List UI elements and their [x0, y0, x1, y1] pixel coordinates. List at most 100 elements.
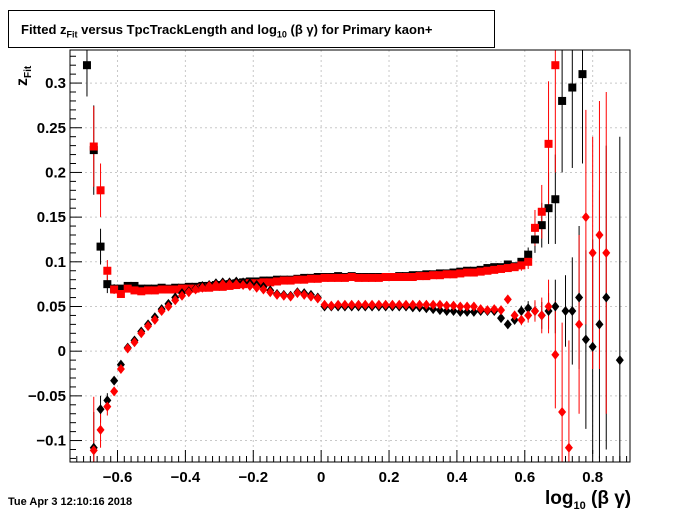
diamond-marker [429, 299, 438, 310]
diamond-marker [602, 292, 611, 303]
timestamp: Tue Apr 3 12:10:16 2018 [8, 496, 133, 508]
diamond-marker [191, 284, 200, 295]
square-marker [334, 273, 343, 282]
diamond-marker [313, 293, 322, 304]
square-marker [510, 263, 519, 272]
diamond-marker [435, 299, 444, 310]
square-marker [429, 271, 438, 280]
diamond-marker [110, 386, 119, 397]
diamond-marker [442, 305, 451, 316]
square-marker [544, 139, 553, 148]
diamond-marker [144, 321, 153, 332]
y-label-sub: Fit [23, 65, 35, 78]
diamond-marker [327, 300, 336, 311]
diamond-marker [340, 299, 349, 310]
diamond-marker [123, 343, 132, 354]
diamond-marker [537, 310, 546, 321]
square-marker [137, 287, 146, 296]
title-mid: versus TpcTrackLength and log [77, 22, 277, 37]
y-tick-label: 0.2 [45, 164, 66, 181]
square-marker [340, 273, 349, 282]
square-marker [463, 268, 472, 277]
x-tick-label: −0.4 [171, 469, 201, 486]
square-marker [422, 272, 431, 281]
x-tick-label: 0.4 [446, 469, 468, 486]
diamond-marker [347, 299, 356, 310]
x-tick-label: 0.6 [514, 469, 535, 486]
square-marker [96, 242, 105, 251]
diamond-marker [245, 280, 254, 291]
diamond-marker [225, 279, 234, 290]
square-marker [286, 276, 295, 285]
diamond-marker [157, 305, 166, 316]
y-axis: −0.1 −0.05 0 0.05 0.1 0.15 0.2 0.25 0.3 [28, 55, 82, 459]
plot-frame [69, 49, 631, 463]
diamond-marker [490, 304, 499, 315]
data-markers [82, 61, 624, 456]
square-marker [381, 273, 390, 282]
diamond-marker [581, 334, 590, 345]
x-tick-label: −0.6 [103, 469, 133, 486]
diamond-marker [551, 349, 560, 360]
diamond-marker [561, 305, 570, 316]
square-marker [558, 96, 567, 105]
square-marker [130, 286, 139, 295]
diamond-marker [388, 299, 397, 310]
square-marker [497, 264, 506, 273]
diamond-marker [510, 310, 519, 321]
square-marker [490, 265, 499, 274]
square-marker [354, 273, 363, 282]
diamond-marker [497, 305, 506, 316]
diamond-marker [259, 284, 268, 295]
diamond-marker [524, 310, 533, 321]
square-marker [96, 186, 105, 195]
square-marker [503, 264, 512, 273]
diamond-marker [103, 395, 112, 406]
square-marker [537, 207, 546, 216]
diamond-marker [381, 299, 390, 310]
square-marker [402, 273, 410, 282]
y-tick-label: 0.3 [45, 75, 66, 92]
square-marker [123, 284, 132, 293]
diamond-marker [171, 295, 180, 306]
diamond-marker [503, 294, 512, 305]
diamond-marker [469, 306, 478, 317]
grid-lines [70, 50, 630, 462]
square-marker [578, 70, 587, 79]
square-marker [103, 266, 112, 275]
x-axis: −0.6 −0.4 −0.2 0 0.2 0.4 0.6 0.8 [76, 450, 628, 486]
diamond-marker [575, 292, 584, 303]
diamond-marker [354, 299, 363, 310]
diamond-marker [402, 299, 410, 310]
square-marker [415, 272, 424, 281]
x-axis-label: log10 (β γ) [545, 488, 631, 512]
diamond-marker [110, 375, 119, 386]
diamond-marker [469, 301, 478, 312]
square-marker [82, 61, 91, 70]
y-tick-label: 0.25 [37, 120, 66, 137]
diamond-marker [615, 355, 624, 366]
diamond-marker [456, 301, 465, 312]
diamond-marker [568, 305, 577, 316]
y-tick-label: 0.1 [45, 254, 66, 271]
x-label-post: (β γ) [585, 488, 632, 509]
x-tick-label: 0 [317, 469, 325, 486]
diamond-marker [558, 406, 567, 417]
title-pre: Fitted z [21, 22, 67, 37]
diamond-marker [564, 442, 573, 453]
square-marker [171, 285, 180, 294]
diamond-marker [184, 287, 193, 298]
diamond-marker [595, 319, 604, 330]
diamond-marker [517, 305, 526, 316]
diamond-marker [503, 319, 512, 330]
diamond-marker [463, 301, 472, 312]
square-marker [327, 273, 336, 282]
square-marker [116, 284, 125, 293]
square-marker [273, 277, 282, 286]
diamond-marker [232, 279, 241, 290]
diamond-marker [456, 306, 465, 317]
diamond-marker [286, 291, 295, 302]
square-marker [483, 266, 492, 275]
square-marker [374, 273, 383, 282]
square-marker [388, 273, 397, 282]
